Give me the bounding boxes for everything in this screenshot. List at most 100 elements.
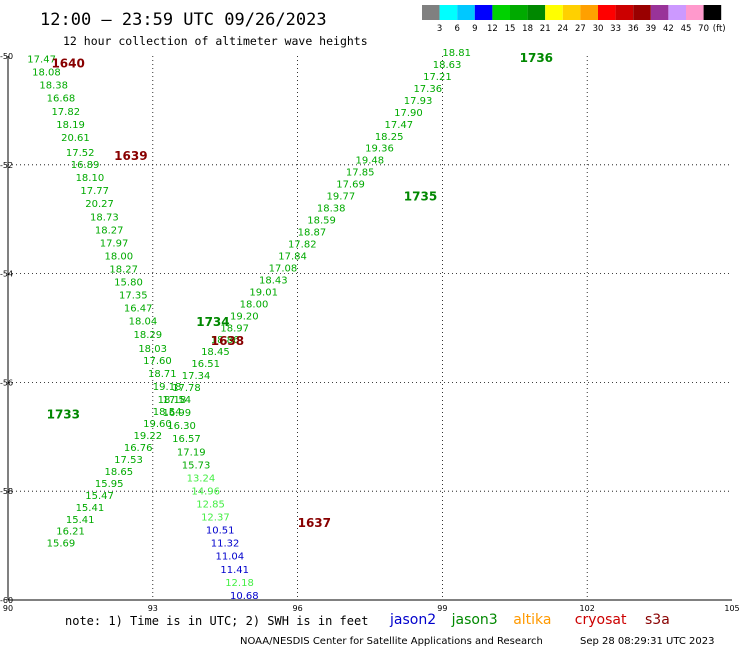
wave-height-value: 15.80 [114,278,143,289]
wave-height-value: 18.63 [433,60,462,71]
wave-height-value: 17.52 [66,148,95,159]
colorbar-swatch [580,5,598,20]
wave-height-value: 18.27 [95,225,124,236]
y-tick-label: -50 [0,52,13,61]
wave-height-value: 12.37 [201,513,230,524]
wave-height-value: 19.48 [356,156,385,167]
colorbar-swatch [422,5,440,20]
wave-height-value: 11.41 [220,565,249,576]
pass-time-label: 1733 [47,407,80,421]
wave-height-value: 19.77 [327,192,356,203]
axes: 90 93 96 99 102 105 -50 -52 -54 -56 -58 -60 [0,52,740,613]
wave-height-value: 18.00 [240,299,269,310]
wave-height-value: 16.89 [71,160,100,171]
x-tick-label: 105 [724,604,739,613]
wave-height-value: 18.08 [32,68,61,79]
wave-height-value: 17.21 [423,72,452,83]
wave-height-value: 16.30 [167,421,196,432]
colorbar-label: 12 [487,24,498,34]
wave-height-value: 18.43 [259,275,288,286]
wave-height-value: 17.36 [413,84,442,95]
wave-height-value: 19.36 [365,144,394,155]
colorbar-swatch [615,5,634,20]
colorbar-label: 39 [645,24,656,34]
wave-height-value: 16.51 [191,359,220,370]
wave-height-value: 18.54 [153,407,182,418]
colorbar-legend: 3 6 9 12 15 18 21 24 27 30 33 36 39 42 45 70 (ft) [422,5,726,34]
wave-height-value: 19.22 [133,431,162,442]
colorbar-swatch [545,5,563,20]
colorbar-label: 30 [593,24,604,34]
wave-height-value: 19.01 [249,287,278,298]
wave-height-value: 10.68 [230,591,259,602]
wave-height-value: 18.04 [129,317,158,328]
wave-height-value: 18.29 [133,330,162,341]
wave-height-value: 15.73 [182,460,211,471]
chart-title: 12:00 – 23:59 UTC 09/26/2023 [40,10,327,30]
footer-credit: NOAA/NESDIS Center for Satellite Applica… [240,636,543,647]
wave-height-value: 17.08 [269,263,298,274]
colorbar-swatch [562,5,581,20]
wave-height-value: 17.97 [100,238,129,249]
y-tick-label: -54 [0,270,13,279]
legend-jason2: jason2 [389,612,436,628]
colorbar-swatch [510,5,528,20]
wave-height-value: 17.78 [172,383,201,394]
colorbar-swatch [598,5,616,20]
wave-height-value: 16.99 [162,408,191,419]
grid-lines [8,56,732,600]
wave-height-value: 15.47 [85,491,114,502]
y-tick-label: -58 [0,487,13,496]
x-tick-label: 99 [437,604,447,613]
colorbar-swatch [668,5,686,20]
x-tick-label: 96 [293,604,303,613]
colorbar-label: 27 [575,24,586,34]
wave-height-value: 18.19 [56,120,85,131]
wave-height-value: 14.96 [191,486,220,497]
data-points: 17.47 18.08 18.38 16.68 17.82 18.19 20.61 17.52… [27,48,471,602]
wave-height-value: 18.38 [39,81,68,92]
wave-height-value: 18.71 [148,369,177,380]
wave-height-value: 16.57 [172,434,201,445]
wave-height-value: 15.95 [95,479,124,490]
wave-height-value: 17.19 [177,447,206,458]
wave-height-value: 18.65 [105,467,134,478]
legend-jason3: jason3 [451,612,498,628]
colorbar-swatch [633,5,651,20]
colorbar-swatch [492,5,510,20]
wave-height-value: 18.25 [375,132,404,143]
colorbar-label: 45 [681,24,692,34]
wave-height-value: 17.53 [114,455,143,466]
colorbar-label: 21 [540,24,551,34]
pass-time-label: 1639 [114,149,147,163]
wave-height-value: 20.27 [85,199,114,210]
wave-height-value: 17.35 [119,291,148,302]
pass-time-label: 1734 [196,315,229,329]
wave-height-value: 18.73 [90,212,119,223]
legend-cryosat: cryosat [575,612,627,628]
colorbar-label: 3 [437,24,442,34]
y-tick-label: -52 [0,161,13,170]
colorbar-swatch [650,5,669,20]
wave-height-value: 18.87 [298,228,327,239]
colorbar-unit: (ft) [713,24,726,34]
x-tick-label: 102 [580,604,595,613]
colorbar-label: 70 [698,24,709,34]
pass-time-label: 1735 [404,190,437,204]
wave-height-value: 12.85 [196,500,225,511]
wave-height-value: 17.93 [404,96,433,107]
x-tick-label: 90 [3,604,13,613]
wave-height-value: 17.60 [143,356,172,367]
wave-height-value: 17.82 [51,107,80,118]
footer-timestamp: Sep 28 08:29:31 UTC 2023 [580,636,714,647]
wave-height-value: 17.34 [182,371,211,382]
wave-height-value: 11.32 [211,539,240,550]
wave-height-value: 18.03 [138,344,167,355]
colorbar-label: 15 [505,24,516,34]
legend-s3a: s3a [645,612,670,628]
wave-height-value: 18.10 [76,173,105,184]
wave-height-value: 18.38 [317,204,346,215]
wave-height-value: 10.51 [206,526,235,537]
wave-height-value: 17.82 [288,239,317,250]
